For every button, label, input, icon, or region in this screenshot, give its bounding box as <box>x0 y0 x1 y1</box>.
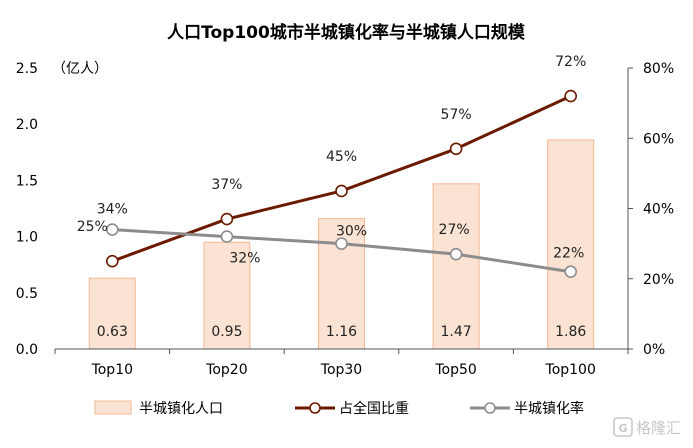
chart-title: 人口Top100城市半城镇化率与半城镇人口规模 <box>167 22 526 43</box>
series-point <box>106 254 119 268</box>
point-label: 27% <box>439 222 470 238</box>
series-point <box>335 184 348 198</box>
left-tick-label: 2.5 <box>16 61 38 77</box>
x-tick-label: Top50 <box>434 362 476 378</box>
point-label: 25% <box>77 219 108 235</box>
point-label: 45% <box>326 149 357 165</box>
x-tick-label: Top100 <box>545 362 596 378</box>
x-tick-label: Top30 <box>320 362 362 378</box>
bar-Top20 <box>203 241 251 350</box>
bar-value-label: 1.47 <box>441 324 472 340</box>
point-label: 22% <box>553 246 584 262</box>
left-axis-unit: （亿人） <box>52 61 108 77</box>
left-tick-label: 2.0 <box>16 117 38 133</box>
watermark-logo-icon <box>613 417 633 437</box>
left-tick-label: 0.5 <box>16 286 38 302</box>
point-label: 37% <box>211 177 242 193</box>
series-point <box>449 142 463 156</box>
bar-value-label: 1.16 <box>326 324 357 340</box>
watermark-text: 格隆汇 <box>636 419 681 437</box>
bar-value-label: 1.86 <box>555 324 586 340</box>
series-point <box>449 247 463 261</box>
series-point <box>220 212 234 226</box>
series-point <box>335 237 348 250</box>
legend-label: 占全国比重 <box>339 400 409 417</box>
bar-value-label: 0.63 <box>97 324 128 340</box>
legend-swatch-bar <box>94 400 132 415</box>
series-point <box>564 89 578 103</box>
legend-label: 半城镇化人口 <box>139 401 223 417</box>
bar-Top50 <box>432 183 480 350</box>
bar-value-label: 0.95 <box>211 324 242 340</box>
left-tick-label: 1.5 <box>16 173 38 189</box>
series-point <box>106 223 119 236</box>
point-label: 30% <box>336 224 367 240</box>
right-tick-label: 20% <box>643 272 674 288</box>
point-label: 72% <box>555 54 586 70</box>
right-tick-label: 0% <box>643 342 665 358</box>
svg-text:G: G <box>618 422 627 435</box>
point-label: 34% <box>97 202 128 218</box>
series-point <box>220 230 234 243</box>
point-label: 57% <box>441 107 472 123</box>
legend-label: 半城镇化率 <box>514 400 584 417</box>
right-tick-label: 80% <box>643 61 674 77</box>
legend-swatch-marker <box>309 402 321 414</box>
bar-Top100 <box>547 139 595 350</box>
series-point <box>564 265 578 279</box>
point-label: 32% <box>229 251 260 267</box>
right-tick-label: 40% <box>643 202 674 218</box>
x-tick-label: Top10 <box>91 362 133 378</box>
legend-swatch-marker <box>484 402 496 414</box>
right-tick-label: 60% <box>643 131 674 147</box>
x-tick-label: Top20 <box>205 362 247 378</box>
bar-Top10 <box>88 277 136 350</box>
left-tick-label: 1.0 <box>16 230 38 246</box>
left-tick-label: 0.0 <box>16 342 38 358</box>
